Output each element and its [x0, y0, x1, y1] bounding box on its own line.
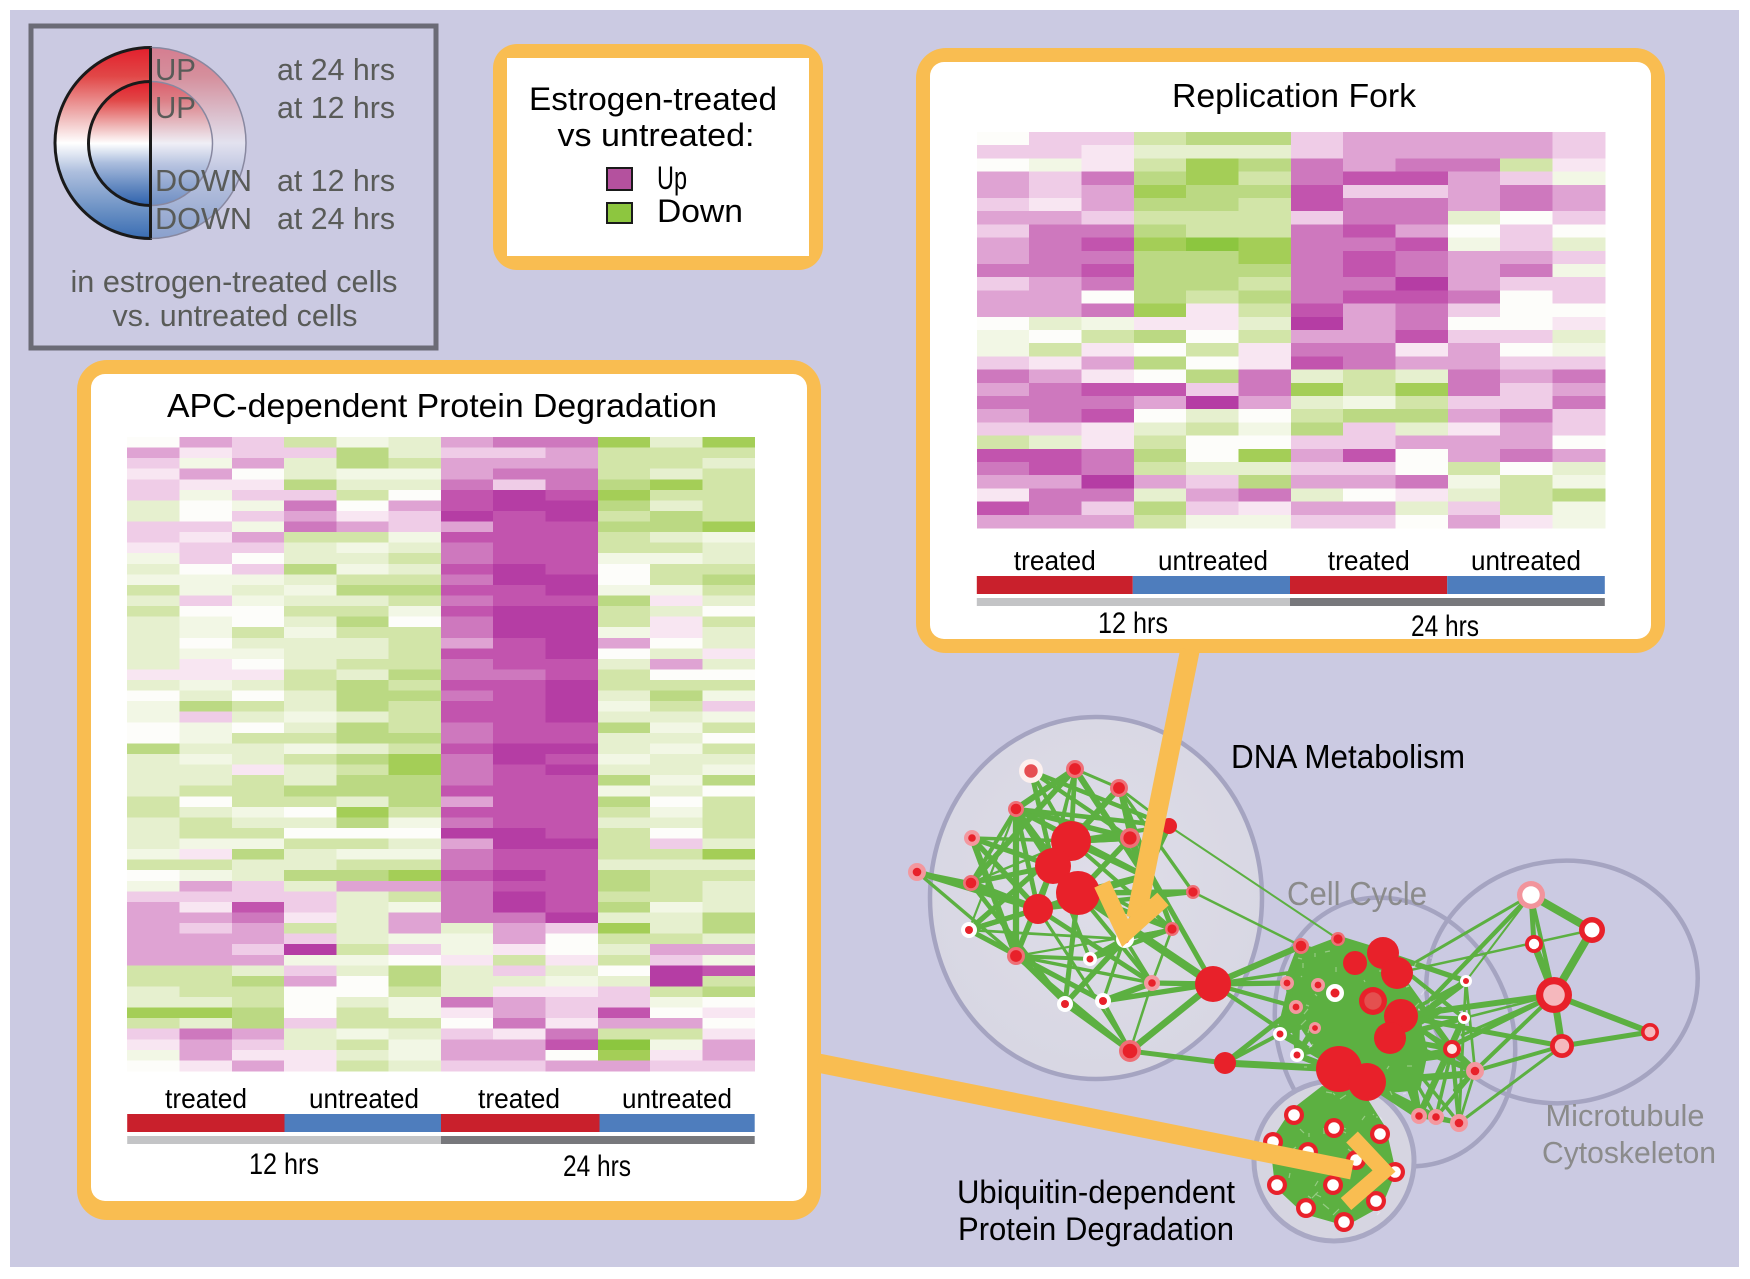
svg-text:in estrogen-treated cells: in estrogen-treated cells: [71, 264, 398, 299]
svg-text:vs. untreated cells: vs. untreated cells: [113, 298, 358, 333]
svg-text:DOWN: DOWN: [155, 163, 252, 198]
svg-text:24 hrs: 24 hrs: [563, 1150, 631, 1183]
svg-text:Protein Degradation: Protein Degradation: [958, 1211, 1234, 1247]
svg-text:Estrogen-treated: Estrogen-treated: [529, 81, 777, 117]
svg-text:12 hrs: 12 hrs: [249, 1148, 319, 1181]
svg-text:Microtubule: Microtubule: [1546, 1098, 1705, 1133]
svg-text:DOWN: DOWN: [155, 201, 252, 236]
svg-text:at 12 hrs: at 12 hrs: [277, 90, 395, 125]
svg-text:at 24 hrs: at 24 hrs: [277, 52, 395, 87]
svg-text:UP: UP: [155, 52, 196, 87]
svg-text:Down: Down: [657, 193, 743, 229]
svg-text:at 24 hrs: at 24 hrs: [277, 201, 395, 236]
svg-text:UP: UP: [155, 90, 196, 125]
svg-text:untreated: untreated: [622, 1083, 732, 1114]
svg-text:DNA Metabolism: DNA Metabolism: [1231, 738, 1465, 775]
svg-text:APC-dependent Protein Degradat: APC-dependent Protein Degradation: [167, 387, 717, 424]
svg-text:Cytoskeleton: Cytoskeleton: [1542, 1135, 1716, 1170]
svg-text:treated: treated: [1014, 545, 1096, 576]
svg-text:Up: Up: [657, 160, 687, 196]
svg-text:at 12 hrs: at 12 hrs: [277, 163, 395, 198]
svg-text:Ubiquitin-dependent: Ubiquitin-dependent: [957, 1174, 1235, 1210]
svg-text:treated: treated: [478, 1083, 560, 1114]
svg-text:Replication Fork: Replication Fork: [1172, 77, 1417, 114]
svg-text:untreated: untreated: [1471, 545, 1581, 576]
svg-text:treated: treated: [1328, 545, 1410, 576]
svg-text:treated: treated: [165, 1083, 247, 1114]
svg-text:Cell Cycle: Cell Cycle: [1287, 875, 1427, 912]
svg-text:vs untreated:: vs untreated:: [558, 117, 755, 153]
svg-text:untreated: untreated: [1158, 545, 1268, 576]
svg-text:24 hrs: 24 hrs: [1411, 610, 1479, 643]
svg-text:12 hrs: 12 hrs: [1098, 607, 1168, 640]
svg-text:untreated: untreated: [309, 1083, 419, 1114]
